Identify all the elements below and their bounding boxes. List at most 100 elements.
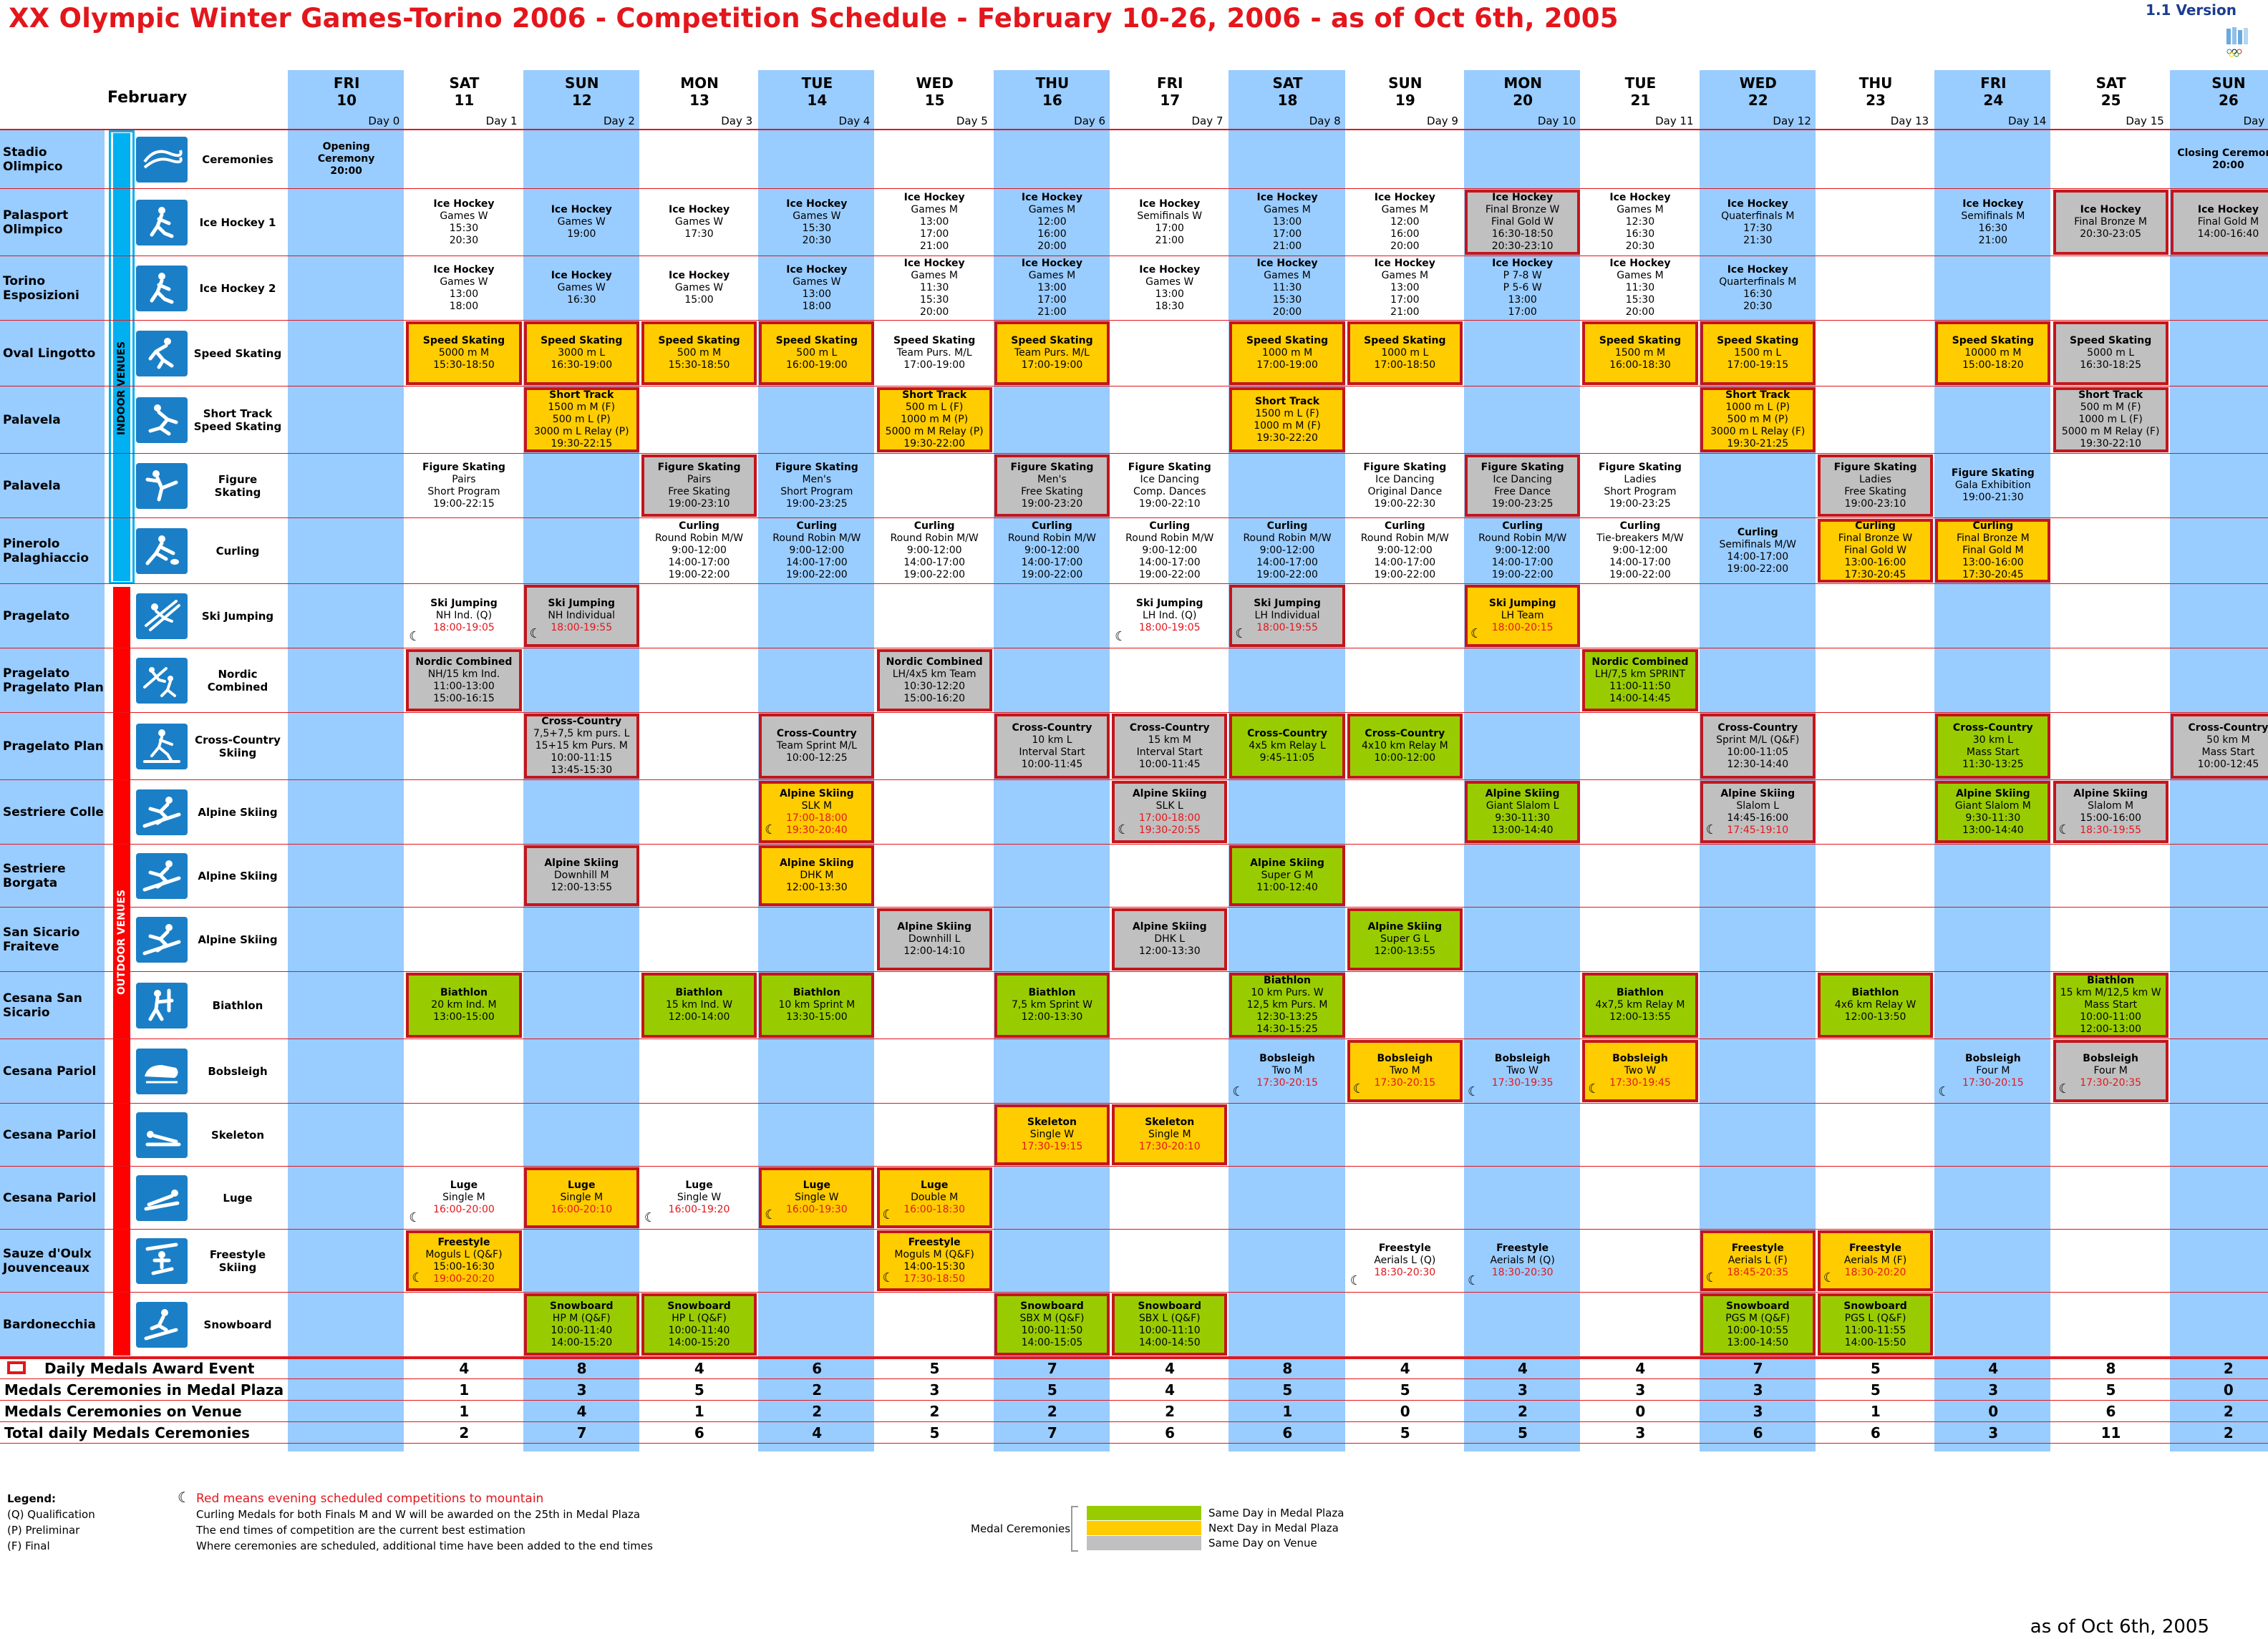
event-time-evening: 17:30-20:15 — [1374, 1077, 1436, 1089]
summary-label: Daily Medals Award Event — [44, 1360, 255, 1377]
event-detail: 500 m M (P) — [1727, 414, 1788, 425]
evening-moon-icon: ☾ — [1588, 1081, 1600, 1096]
event-title: Cross-Country — [776, 728, 857, 739]
event-cell: Biathlon 10 km Sprint M 13:30-15:00 — [759, 973, 875, 1038]
event-detail: Round Robin M/W — [890, 532, 979, 544]
event-detail: 20:30-23:10 — [1491, 240, 1554, 252]
skeleton-icon — [136, 1112, 188, 1158]
evening-moon-icon: ☾ — [1705, 1270, 1717, 1285]
summary-value: 5 — [694, 1381, 704, 1399]
event-detail: 16:30-18:50 — [1491, 228, 1554, 240]
summary-value: 7 — [1047, 1360, 1057, 1377]
event-title: Nordic Combined — [415, 656, 513, 668]
event-detail: Semifinals W — [1137, 210, 1203, 222]
event-cell: Ice Hockey Games M 12:00 16:00 20:00 — [1347, 190, 1463, 255]
day-number: Day 16 — [2243, 115, 2268, 127]
event-detail: 500 m L — [796, 347, 838, 359]
day-header: FRI 17 — [1111, 74, 1228, 109]
event-detail: 13:00 — [1508, 294, 1537, 306]
event-cell: Curling Round Robin M/W 9:00-12:00 14:00-17… — [1112, 519, 1227, 583]
event-detail: 14:45-16:00 — [1727, 812, 1789, 824]
event-detail: 10 km Sprint M — [778, 999, 856, 1011]
event-detail: 14:00-17:00 — [1727, 550, 1789, 563]
event-detail: Aerials L (Q) — [1374, 1255, 1436, 1266]
evening-moon-icon: ☾ — [644, 1210, 656, 1225]
event-detail: SBX M (Q&F) — [1019, 1312, 1085, 1324]
evening-moon-icon: ☾ — [765, 1207, 777, 1222]
event-detail: Semifinals M/W — [1719, 538, 1797, 550]
event-detail: 13:00-14:40 — [1962, 824, 2024, 836]
event-title: Curling — [1149, 520, 1191, 532]
event-title: Figure Skating — [1128, 461, 1211, 473]
event-cell: Ice Hockey Games M 12:00 16:00 20:00 — [994, 190, 1110, 255]
row-divider — [0, 1356, 2268, 1357]
event-cell: Freestyle Moguls L (Q&F) 15:00-16:30 19:00-… — [406, 1230, 522, 1291]
summary-value: 5 — [2105, 1381, 2116, 1399]
event-title: Bobsleigh — [2083, 1053, 2139, 1064]
event-detail: 18:00 — [802, 300, 832, 312]
event-detail: 10:00-11:00 — [2080, 1011, 2142, 1023]
event-detail: SLK L — [1155, 799, 1183, 812]
day-of-week: MON — [1503, 74, 1542, 92]
sport-label: Nordic Combined — [207, 668, 268, 694]
event-detail: 15:00-16:00 — [2080, 812, 2142, 824]
event-title: Short Track — [2078, 389, 2143, 401]
event-detail: 19:00-22:00 — [1021, 569, 1083, 580]
event-detail: Single W — [677, 1192, 722, 1203]
cross-country-icon — [136, 724, 188, 769]
event-detail: 13:00 — [802, 288, 832, 300]
event-detail: 3000 m L Relay (F) — [1710, 426, 1806, 437]
event-title: Biathlon — [675, 987, 723, 998]
event-title: Freestyle — [1496, 1242, 1549, 1254]
event-cell: Ice Hockey Final Gold M 14:00-16:40 — [2170, 190, 2268, 255]
row-divider — [0, 583, 2268, 584]
event-detail: 9:00-12:00 — [1495, 545, 1551, 556]
event-title: Cross-Country — [1012, 721, 1092, 734]
event-title: Biathlon — [1616, 987, 1664, 998]
event-detail: PGS L (Q&F) — [1844, 1312, 1906, 1324]
event-detail: 19:00-22:15 — [433, 497, 495, 510]
event-detail: 20:00 — [1625, 306, 1655, 318]
event-cell: Short Track 1000 m L (P) 500 m M (P) 3000 m… — [1700, 387, 1816, 452]
summary-label: Medals Ceremonies on Venue — [4, 1403, 242, 1420]
event-detail: 17:00-19:00 — [1021, 359, 1083, 371]
event-detail: 11:00-12:40 — [1256, 882, 1318, 893]
day-of-week: SUN — [2211, 74, 2246, 92]
sport-label: Luge — [223, 1192, 253, 1205]
event-detail: 12:00-13:30 — [1021, 1011, 1083, 1023]
event-detail: 9:00-12:00 — [1024, 545, 1080, 556]
event-detail: 14:00-17:00 — [1609, 557, 1671, 568]
event-detail: 16:00 — [1390, 228, 1420, 240]
event-detail: 13:00-16:00 — [1962, 557, 2024, 568]
event-detail: 10:00-12:25 — [785, 752, 848, 764]
event-title: Freestyle — [908, 1236, 961, 1248]
legend-swatch — [1087, 1506, 1201, 1520]
event-time-evening: 19:30-20:40 — [785, 824, 848, 836]
event-detail: 15:30 — [919, 294, 949, 306]
event-detail: Games M — [1028, 270, 1076, 281]
event-detail: 15:00-16:15 — [433, 692, 495, 704]
event-cell: Ski Jumping LH Individual 18:00-19:55 ☾ — [1229, 585, 1345, 647]
event-cell: Ice Hockey Games M 12:30 16:30 20:30 — [1582, 190, 1697, 255]
event-cell: Speed Skating Team Purs. M/L 17:00-19:00 — [994, 321, 1110, 385]
event-time-evening: 17:30-19:15 — [1021, 1141, 1083, 1152]
day-number: Day 13 — [1890, 115, 1929, 127]
event-title: Curling — [1737, 526, 1778, 538]
event-title: Skeleton — [1145, 1117, 1195, 1128]
day-number: Day 14 — [2008, 115, 2047, 127]
summary-value: 6 — [694, 1424, 704, 1441]
venue-label: Sestriere Borgata — [3, 862, 66, 890]
event-title: Ski Jumping — [1254, 598, 1321, 609]
event-title: Biathlon — [440, 987, 488, 998]
event-detail: 5000 m M — [438, 347, 490, 359]
summary-value: 2 — [459, 1424, 470, 1441]
day-date: 13 — [689, 92, 709, 109]
event-detail: 19:00-22:30 — [1374, 497, 1436, 510]
event-title: Ice Hockey — [1139, 198, 1201, 210]
event-detail: 12:00-13:55 — [1374, 945, 1436, 957]
summary-value: 8 — [1282, 1360, 1293, 1377]
day-column-bg — [288, 70, 404, 1451]
event-detail: 19:00-23:25 — [1491, 497, 1554, 510]
event-detail: Super G M — [1261, 870, 1314, 881]
event-detail: Giant Slalom M — [1954, 799, 2031, 812]
